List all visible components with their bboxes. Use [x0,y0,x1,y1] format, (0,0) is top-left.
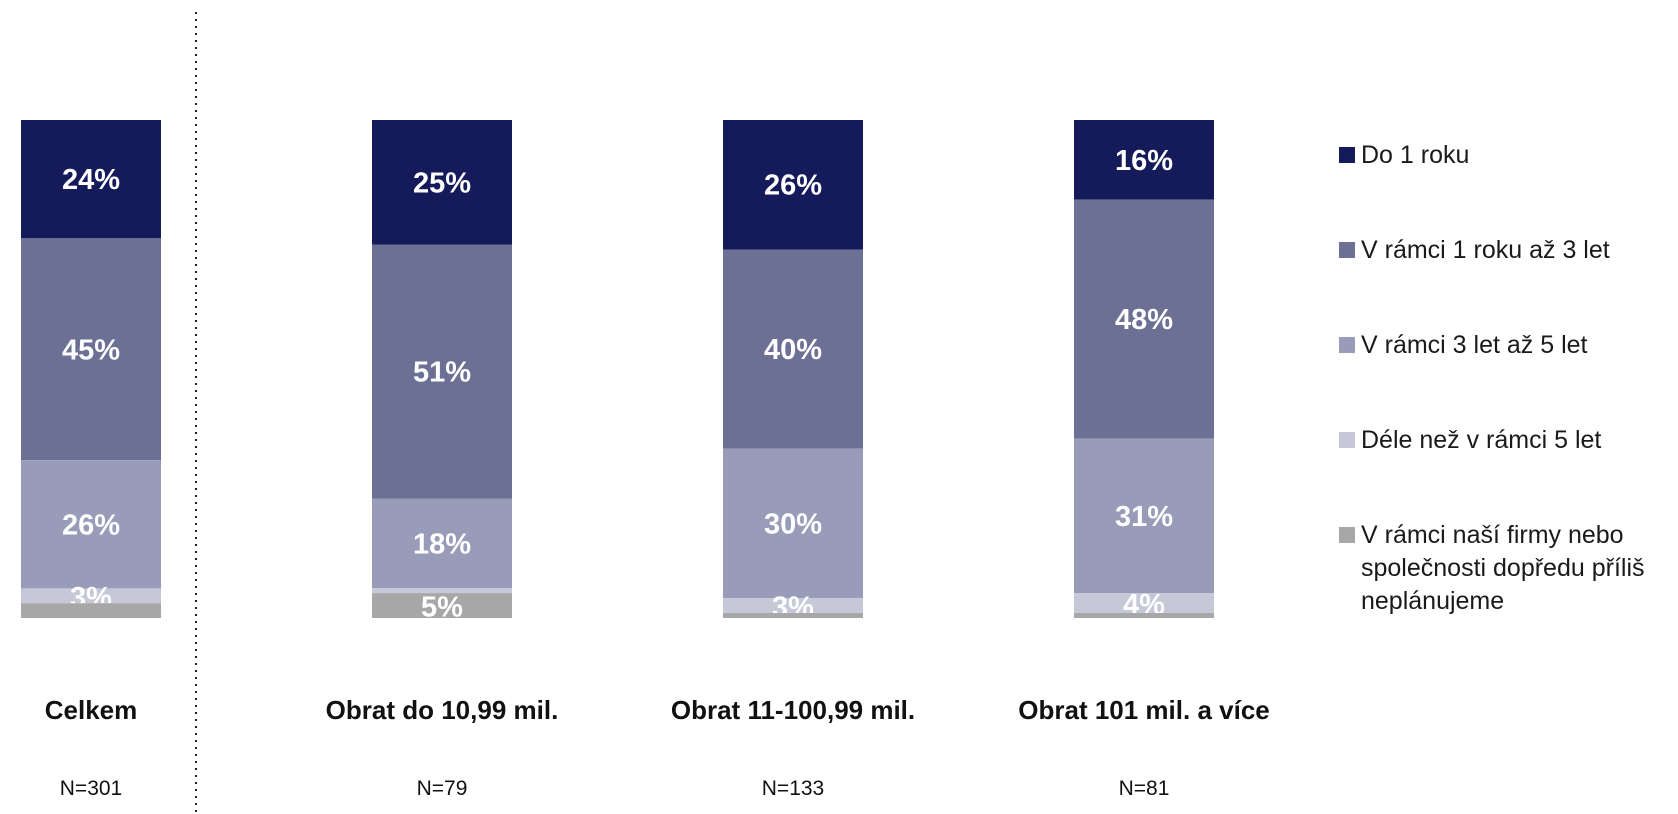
sample-size-obrat-11-100-99-mil: N=133 [762,777,824,800]
data-label-obrat-101-mil-a-vice-series-2: 48% [1115,304,1173,336]
legend-swatch-2 [1339,242,1355,258]
legend-swatch-5 [1339,527,1355,543]
legend-label-5: V rámci naší firmy nebo společnosti dopře… [1361,521,1645,615]
category-label-obrat-do-10-99-mil: Obrat do 10,99 mil. [326,695,559,725]
data-label-celkem-series-2: 45% [62,334,120,366]
data-label-obrat-11-100-99-mil-series-3: 30% [764,508,822,540]
bar-segment-obrat-11-100-99-mil-series-1 [723,120,863,250]
bar-segment-celkem-series-5 [21,603,161,618]
sample-size-celkem: N=301 [60,777,122,800]
bar-segment-obrat-do-10-99-mil-series-1 [372,120,512,245]
data-label-obrat-do-10-99-mil-series-2: 51% [413,356,471,388]
category-label-celkem: Celkem [45,695,138,725]
category-labels: Celkem N=301 Obrat do 10,99 mil. N=79 Obrat … [45,695,1270,800]
bar-segment-obrat-11-100-99-mil-series-2 [723,249,863,449]
bar-segment-obrat-101-mil-a-vice-series-4 [1074,593,1214,614]
bar-segment-obrat-101-mil-a-vice-series-1 [1074,120,1214,200]
bar-segment-celkem-series-3 [21,460,161,589]
data-label-celkem-series-1: 24% [62,164,120,196]
bar-segment-celkem-series-4 [21,588,161,604]
data-label-obrat-do-10-99-mil-series-3: 18% [413,528,471,560]
legend-label-2: V rámci 1 roku až 3 let [1361,236,1610,264]
category-label-obrat-11-100-99-mil: Obrat 11-100,99 mil. [671,695,915,725]
data-label-obrat-101-mil-a-vice-series-1: 16% [1115,145,1173,177]
data-label-obrat-do-10-99-mil-series-5: 5% [421,592,463,624]
bar-segment-obrat-11-100-99-mil-series-3 [723,448,863,599]
sample-size-obrat-do-10-99-mil: N=79 [417,777,468,800]
bar-segment-celkem-series-1 [21,120,161,239]
bar-segment-obrat-do-10-99-mil-series-3 [372,498,512,589]
bar-segment-obrat-101-mil-a-vice-series-3 [1074,438,1214,594]
bar-segment-obrat-do-10-99-mil-series-2 [372,244,512,499]
data-label-celkem-series-3: 26% [62,509,120,541]
legend-swatch-1 [1339,147,1355,163]
legend-label-1: Do 1 roku [1361,141,1469,169]
data-label-obrat-11-100-99-mil-series-4: 3% [772,592,814,624]
data-label-obrat-101-mil-a-vice-series-3: 31% [1115,501,1173,533]
category-label-obrat-101-mil-a-vice: Obrat 101 mil. a více [1018,695,1269,725]
bar-segment-obrat-101-mil-a-vice-series-2 [1074,199,1214,439]
data-label-obrat-11-100-99-mil-series-2: 40% [764,334,822,366]
sample-size-obrat-101-mil-a-vice: N=81 [1119,777,1170,800]
data-label-obrat-do-10-99-mil-series-1: 25% [413,167,471,199]
data-label-obrat-11-100-99-mil-series-1: 26% [764,170,822,202]
bar-segment-obrat-101-mil-a-vice-series-5 [1074,613,1214,618]
legend: Do 1 roku V rámci 1 roku až 3 let V rámci … [1339,141,1645,615]
bar-segment-celkem-series-2 [21,238,161,461]
bar-segment-obrat-do-10-99-mil-series-4 [372,588,512,594]
legend-label-3: V rámci 3 let až 5 let [1361,331,1588,359]
legend-label-4: Déle než v rámci 5 let [1361,426,1601,454]
bar-segment-obrat-11-100-99-mil-series-4 [723,598,863,614]
bar-segment-obrat-do-10-99-mil-series-5 [372,593,512,618]
bars-layer: 24%45%26%3%25%51%18%5%26%40%30%3%16%48%3… [21,120,1214,624]
bar-segment-obrat-11-100-99-mil-series-5 [723,613,863,618]
legend-swatch-4 [1339,432,1355,448]
legend-swatch-3 [1339,337,1355,353]
